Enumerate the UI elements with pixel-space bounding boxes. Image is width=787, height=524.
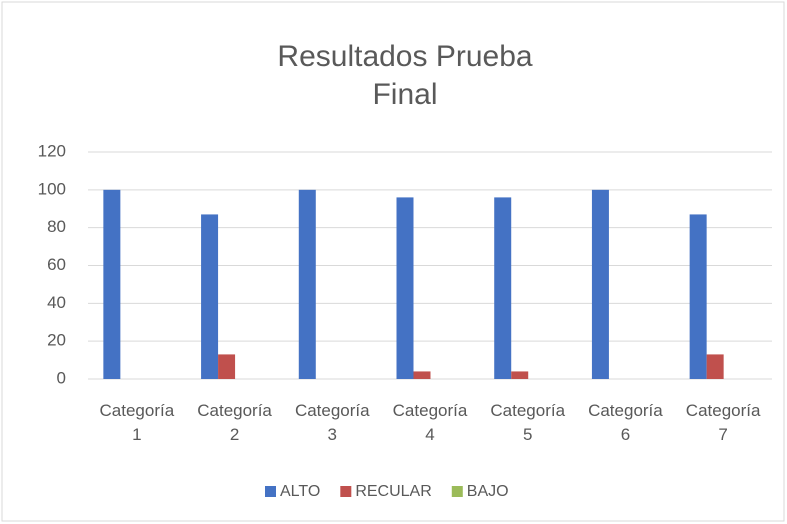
y-tick-label: 0	[57, 368, 66, 387]
x-tick-label: Categoría 2	[197, 401, 272, 444]
bar	[689, 214, 707, 379]
bar	[591, 189, 609, 379]
bar	[413, 371, 431, 379]
bar	[103, 189, 121, 379]
bar	[706, 354, 724, 379]
bar	[494, 197, 512, 379]
y-tick-label: 120	[38, 141, 66, 160]
bar	[218, 354, 236, 379]
bar	[298, 189, 316, 379]
y-tick-label: 20	[47, 331, 66, 350]
x-tick-label: Categoría 5	[490, 401, 565, 444]
y-tick-label: 80	[47, 217, 66, 236]
y-tick-label: 100	[38, 179, 66, 198]
legend-swatch	[265, 486, 276, 497]
y-tick-label: 40	[47, 293, 66, 312]
legend-label: RECULAR	[355, 483, 431, 500]
x-tick-label: Categoría 7	[686, 401, 761, 444]
y-tick-label: 60	[47, 255, 66, 274]
x-tick-label: Categoría 3	[295, 401, 370, 444]
bar	[396, 197, 414, 379]
x-tick-label: Categoría 1	[100, 401, 175, 444]
x-tick-label: Categoría 6	[588, 401, 663, 444]
x-tick-label: Categoría 4	[393, 401, 468, 444]
legend-label: ALTO	[280, 483, 320, 500]
legend-swatch	[340, 486, 352, 497]
legend-label: BAJO	[467, 483, 509, 500]
chart-title: Resultados Prueba Final	[277, 40, 532, 111]
legend-swatch	[451, 486, 463, 497]
bar	[511, 371, 529, 379]
bar	[201, 214, 219, 379]
